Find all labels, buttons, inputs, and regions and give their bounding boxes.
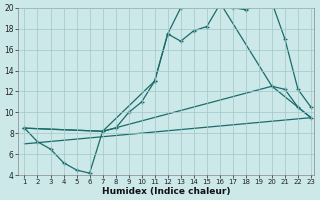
X-axis label: Humidex (Indice chaleur): Humidex (Indice chaleur): [101, 187, 230, 196]
